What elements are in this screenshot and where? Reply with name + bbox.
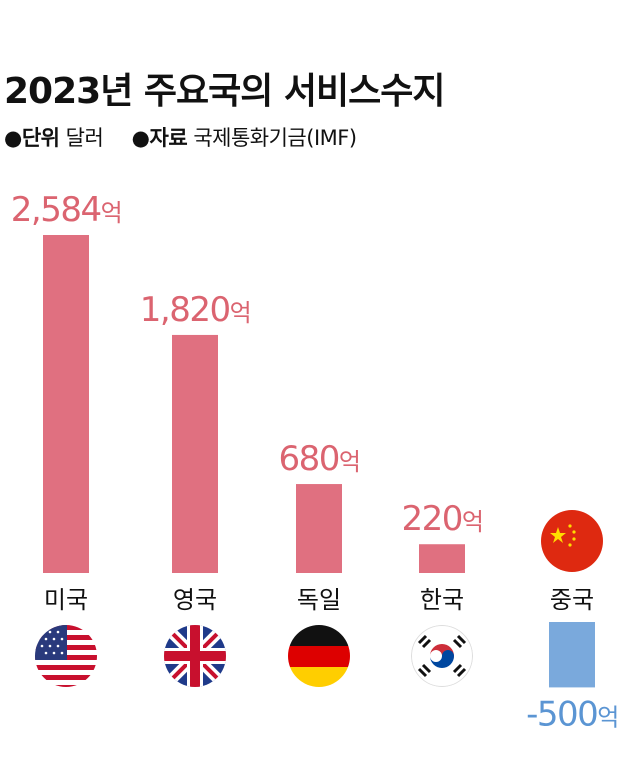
bar-3 xyxy=(296,484,342,573)
category-label-4: 한국 xyxy=(420,586,464,614)
korea-flag-icon xyxy=(411,625,473,687)
unit-value: 달러 xyxy=(65,126,104,150)
category-label-3: 독일 xyxy=(297,586,341,614)
value-label-1: 2,584억 xyxy=(11,190,121,230)
germany-flag-icon xyxy=(288,625,350,687)
value-label-4: 220억 xyxy=(402,499,483,539)
bar-4 xyxy=(419,544,465,573)
value-label-2: 1,820억 xyxy=(140,290,250,330)
chart-meta: ●단위 달러 ●자료 국제통화기금(IMF) xyxy=(4,122,357,152)
category-label-1: 미국 xyxy=(44,586,88,614)
page-title: 2023년 주요국의 서비스수지 xyxy=(4,71,445,112)
uk-flag-icon xyxy=(164,625,226,687)
unit-key: ●단위 xyxy=(4,126,60,150)
source-key: ●자료 xyxy=(131,126,188,150)
bar-2 xyxy=(172,334,218,573)
china-flag-icon xyxy=(541,510,603,572)
bar-5 xyxy=(549,622,595,688)
value-label-3: 680억 xyxy=(279,439,360,479)
us-flag-icon xyxy=(35,625,97,687)
value-label-5: -500억 xyxy=(526,694,618,734)
category-label-5: 중국 xyxy=(550,586,594,614)
bar-1 xyxy=(43,235,89,573)
category-label-2: 영국 xyxy=(173,586,217,614)
source-value: 국제통화기금(IMF) xyxy=(193,126,357,150)
